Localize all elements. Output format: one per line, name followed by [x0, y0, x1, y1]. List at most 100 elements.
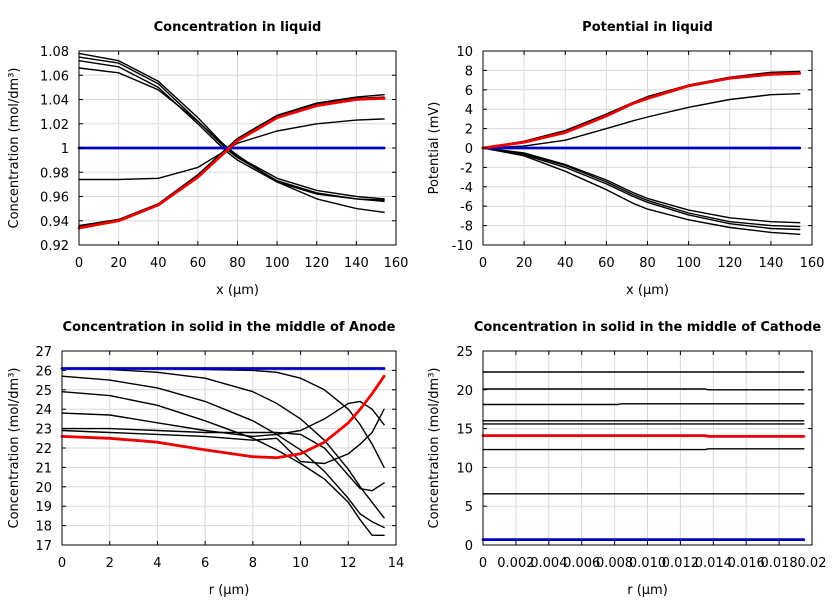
x-tick-label: 120: [304, 256, 329, 271]
x-tick-label: 160: [800, 256, 825, 271]
x-tick-label: 0.006: [563, 556, 600, 571]
x-tick-label: 0.016: [728, 556, 765, 571]
x-tick-label: 12: [340, 556, 357, 571]
y-tick-label: 1.02: [40, 118, 69, 133]
x-tick-label: 0: [58, 556, 66, 571]
series-line-final: [77, 96, 386, 230]
chart-title: Concentration in solid in the middle of …: [63, 320, 396, 335]
series-line-final: [481, 434, 806, 438]
series-line-t2: [61, 367, 385, 519]
y-tick-label: 25: [35, 384, 52, 399]
x-tick-label: 0: [479, 556, 487, 571]
y-tick-label: -10: [452, 239, 473, 254]
series-group: [481, 70, 802, 236]
x-axis: 0 20 40 60 80 100 120 140 160: [75, 51, 408, 271]
x-tick-label: 0.012: [662, 556, 699, 571]
x-tick-label: 140: [344, 256, 369, 271]
series-line-final: [481, 71, 802, 150]
x-tick-label: 0.002: [497, 556, 534, 571]
y-axis: 17 18 19 20 21 22 23 24 25 26 27: [35, 345, 396, 554]
series-line-t7: [78, 96, 385, 227]
series-group: [77, 52, 386, 230]
x-tick-label: 120: [717, 256, 742, 271]
y-tick-label: 10: [456, 45, 473, 60]
y-axis: 0 5 10 15 20 25: [456, 345, 812, 554]
y-tick-label: 10: [456, 461, 473, 476]
y-tick-label: 18: [35, 520, 52, 535]
x-axis: 0 0.0020.0040.0060.0080.0100.0120.0140.01…: [479, 351, 827, 571]
series-line-t7: [61, 408, 385, 465]
series-line-t6: [482, 448, 805, 451]
x-tick-label: 20: [516, 256, 533, 271]
y-tick-label: 0: [465, 142, 473, 157]
x-tick-label: 140: [758, 256, 783, 271]
x-tick-label: 6: [201, 556, 209, 571]
y-tick-label: 2: [465, 123, 473, 138]
y-tick-label: 26: [35, 364, 52, 379]
series-group: [60, 367, 386, 536]
y-axis-label: Concentration (mol/dm³): [7, 368, 22, 529]
y-tick-label: -4: [460, 181, 473, 196]
x-tick-label: 4: [153, 556, 161, 571]
y-tick-label: 0.98: [40, 166, 69, 181]
x-tick-label: 40: [557, 256, 574, 271]
y-tick-label: 4: [465, 103, 473, 118]
series-line-t5: [61, 400, 385, 438]
x-tick-label: 100: [676, 256, 701, 271]
x-axis-label: x (μm): [626, 283, 669, 298]
x-tick-label: 0: [75, 256, 83, 271]
x-tick-label: 80: [229, 256, 246, 271]
y-axis: 0.92 0.94 0.96 0.98 1 1.02 1.04 1.06 1.08: [40, 45, 396, 254]
x-axis-label: r (μm): [209, 583, 250, 598]
y-tick-label: 1: [61, 142, 69, 157]
y-tick-label: -8: [460, 220, 473, 235]
y-tick-label: 15: [456, 423, 473, 438]
series-line-t5: [482, 147, 801, 228]
x-tick-label: 2: [106, 556, 114, 571]
y-tick-label: 27: [35, 345, 52, 360]
y-tick-label: 1.04: [40, 94, 69, 109]
x-tick-label: 10: [292, 556, 309, 571]
y-tick-label: 0: [465, 539, 473, 554]
series-line-t2: [78, 56, 385, 201]
y-axis-label: Concentration (mol/dm³): [7, 68, 22, 229]
y-tick-label: 21: [35, 461, 52, 476]
series-line-t4: [482, 147, 801, 224]
series-line-t3: [482, 403, 805, 406]
y-tick-label: -2: [460, 161, 473, 176]
y-axis-label: Potential (mV): [427, 102, 442, 195]
y-tick-label: 0.96: [40, 191, 69, 206]
x-tick-label: 0.02: [798, 556, 827, 571]
series-line-t3: [78, 60, 385, 203]
y-tick-label: 20: [456, 384, 473, 399]
series-line-t6: [78, 93, 385, 228]
x-tick-label: 0.008: [596, 556, 633, 571]
x-axis-label: x (μm): [216, 283, 259, 298]
chart-title: Concentration in liquid: [154, 20, 322, 35]
chart-title: Concentration in solid in the middle of …: [474, 320, 822, 335]
series-line-final: [60, 374, 386, 460]
y-tick-label: 17: [35, 539, 52, 554]
x-tick-label: 100: [265, 256, 290, 271]
chart-3: Concentration in solid in the middle of …: [7, 320, 404, 598]
y-tick-label: 24: [35, 403, 52, 418]
x-tick-label: 0.010: [629, 556, 666, 571]
x-tick-label: 14: [388, 556, 405, 571]
y-tick-label: 1.06: [40, 69, 69, 84]
chart-title: Potential in liquid: [582, 20, 713, 35]
y-axis-label: Concentration (mol/dm³): [427, 368, 442, 529]
chart-1: Concentration in liquid 0 20 40 60 80 100 120 14…: [7, 20, 408, 298]
series-line-t1: [482, 92, 801, 149]
x-tick-label: 60: [190, 256, 207, 271]
y-tick-label: 25: [456, 345, 473, 360]
x-tick-label: 0.014: [695, 556, 732, 571]
y-tick-label: 0.94: [40, 215, 69, 230]
chart-4: Concentration in solid in the middle of …: [427, 320, 826, 598]
y-tick-label: 23: [35, 423, 52, 438]
y-tick-label: 1.08: [40, 45, 69, 60]
y-tick-label: 6: [465, 84, 473, 99]
y-tick-label: 20: [35, 481, 52, 496]
y-tick-label: 8: [465, 64, 473, 79]
